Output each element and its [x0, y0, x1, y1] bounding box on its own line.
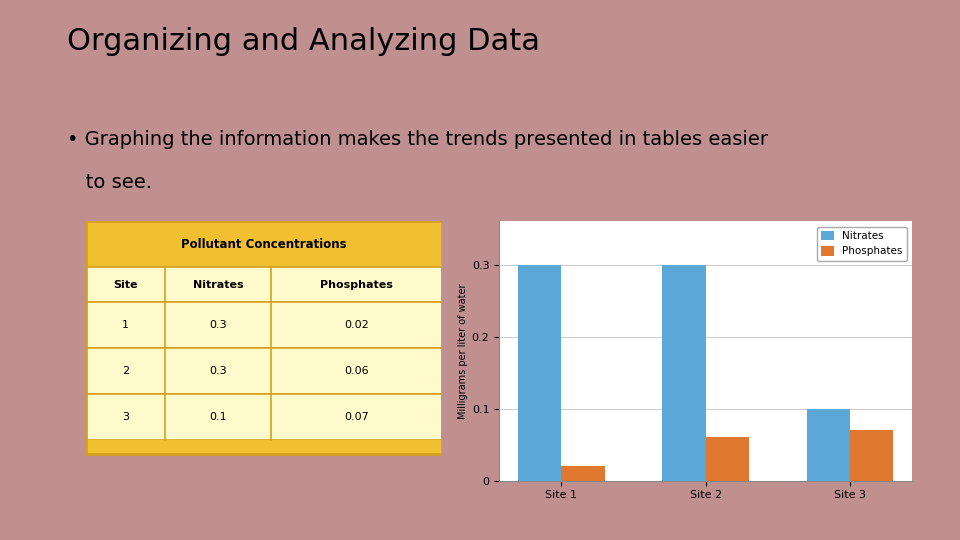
Bar [706, 437, 749, 481]
Bar [806, 409, 850, 481]
Text: Phosphates: Phosphates [320, 280, 393, 290]
Text: Organizing and Analyzing Data: Organizing and Analyzing Data [67, 27, 540, 56]
FancyBboxPatch shape [86, 221, 442, 267]
Text: Site: Site [113, 280, 137, 290]
Text: to see.: to see. [67, 173, 153, 192]
Bar [850, 430, 893, 481]
Text: 2: 2 [122, 366, 129, 376]
Text: 0.02: 0.02 [344, 320, 369, 330]
Text: 0.07: 0.07 [344, 412, 369, 422]
Bar [518, 265, 562, 481]
FancyBboxPatch shape [86, 267, 442, 302]
Bar [662, 265, 706, 481]
Text: 1: 1 [122, 320, 129, 330]
Text: 3: 3 [122, 412, 129, 422]
FancyBboxPatch shape [86, 440, 442, 454]
Legend: Nitrates, Phosphates: Nitrates, Phosphates [817, 227, 907, 261]
Text: 0.3: 0.3 [209, 320, 227, 330]
FancyBboxPatch shape [86, 302, 442, 348]
FancyBboxPatch shape [86, 348, 442, 394]
Text: Nitrates: Nitrates [193, 280, 243, 290]
Bar [562, 466, 605, 481]
Y-axis label: Milligrams per liter of water: Milligrams per liter of water [458, 284, 468, 418]
Text: 0.06: 0.06 [344, 366, 369, 376]
Text: • Graphing the information makes the trends presented in tables easier: • Graphing the information makes the tre… [67, 130, 768, 148]
Text: Pollutant Concentrations: Pollutant Concentrations [181, 238, 347, 251]
Text: 0.3: 0.3 [209, 366, 227, 376]
Text: 0.1: 0.1 [209, 412, 227, 422]
FancyBboxPatch shape [86, 394, 442, 440]
